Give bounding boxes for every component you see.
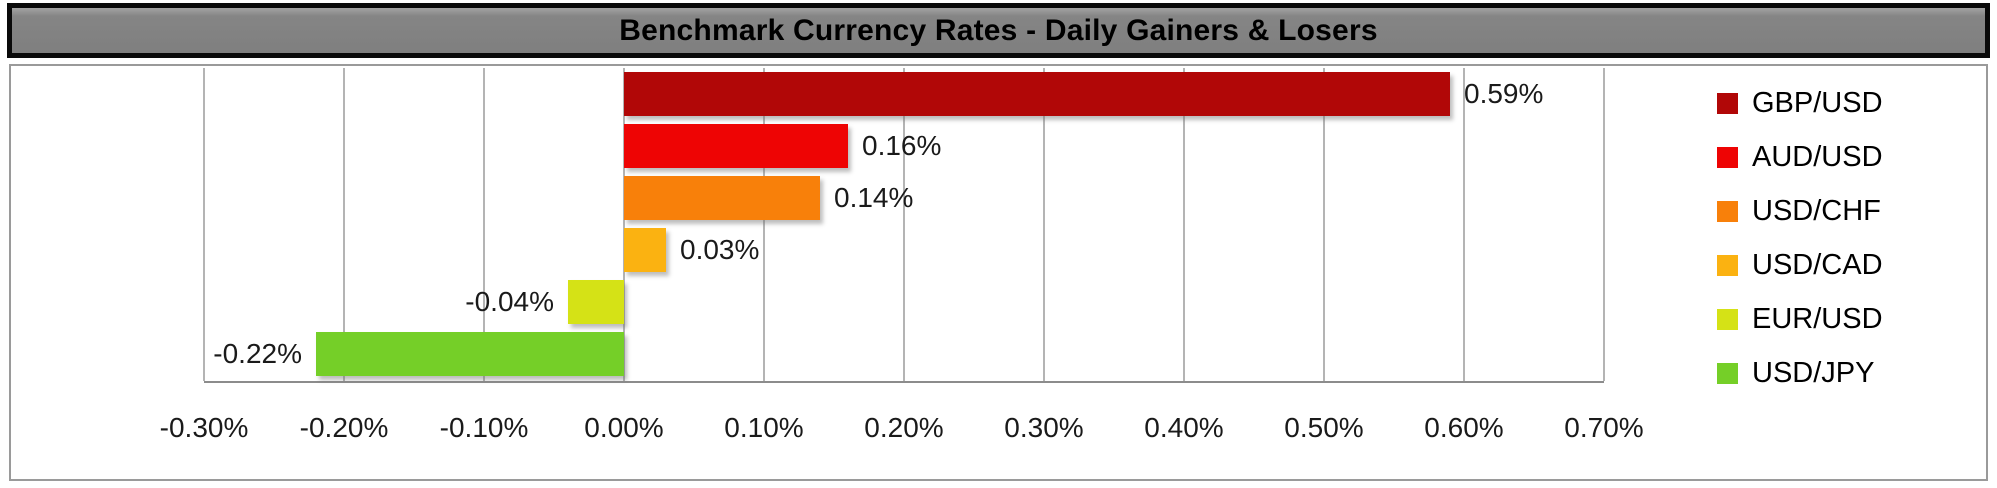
data-label: -0.22% — [213, 338, 302, 369]
legend-label: GBP/USD — [1752, 86, 1883, 119]
x-tick-label: 0.50% — [1284, 412, 1364, 443]
data-label: 0.16% — [862, 130, 942, 161]
legend: GBP/USD AUD/USD USD/CHF USD/CAD EUR/USD USD/J… — [1717, 76, 1883, 400]
legend-swatch — [1717, 308, 1738, 330]
x-tick-label: 0.00% — [584, 412, 664, 443]
bar-gbpusd — [624, 72, 1450, 116]
chart-title: Benchmark Currency Rates - Daily Gainers… — [619, 13, 1378, 47]
gridline — [1183, 68, 1185, 381]
legend-label: USD/CHF — [1752, 194, 1881, 227]
data-label: 0.14% — [834, 182, 914, 213]
x-tick-label: -0.20% — [299, 412, 389, 443]
gridline — [763, 68, 765, 381]
legend-item-usdcad: USD/CAD — [1717, 238, 1883, 292]
legend-swatch — [1717, 200, 1738, 222]
legend-label: USD/JPY — [1752, 356, 1875, 389]
legend-swatch — [1717, 254, 1738, 276]
x-tick-label: 0.40% — [1144, 412, 1224, 443]
legend-swatch — [1717, 362, 1738, 384]
x-tick-label: -0.30% — [159, 412, 249, 443]
x-tick-label: 0.20% — [864, 412, 944, 443]
legend-item-eurusd: EUR/USD — [1717, 292, 1883, 346]
gridline — [1323, 68, 1325, 381]
legend-item-usdjpy: USD/JPY — [1717, 346, 1883, 400]
data-label: -0.04% — [465, 286, 554, 317]
x-tick-label: -0.10% — [439, 412, 529, 443]
legend-item-usdchf: USD/CHF — [1717, 184, 1883, 238]
gridline — [1463, 68, 1465, 381]
gridline — [623, 68, 625, 381]
bar-usdchf — [624, 176, 820, 220]
gridline — [483, 68, 485, 381]
chart-title-bar: Benchmark Currency Rates - Daily Gainers… — [7, 3, 1990, 58]
chart-area: 0.59% 0.16% 0.14% 0.03% -0.04% -0.22% -0.30% -… — [9, 64, 1988, 481]
legend-swatch — [1717, 92, 1738, 114]
gridline — [1043, 68, 1045, 381]
plot-area: 0.59% 0.16% 0.14% 0.03% -0.04% -0.22% — [203, 68, 1605, 383]
legend-label: AUD/USD — [1752, 140, 1883, 173]
data-label: 0.59% — [1464, 78, 1544, 109]
data-label: 0.03% — [680, 234, 760, 265]
bar-usdcad — [624, 228, 666, 272]
gridline — [343, 68, 345, 381]
legend-label: USD/CAD — [1752, 248, 1883, 281]
bar-eurusd — [568, 280, 624, 324]
legend-item-gbpusd: GBP/USD — [1717, 76, 1883, 130]
bar-audusd — [624, 124, 848, 168]
x-tick-label: 0.60% — [1424, 412, 1504, 443]
x-tick-label: 0.70% — [1564, 412, 1644, 443]
gridline — [903, 68, 905, 381]
gridline — [1603, 68, 1605, 381]
x-tick-label: 0.10% — [724, 412, 804, 443]
gridline — [203, 68, 205, 381]
legend-label: EUR/USD — [1752, 302, 1883, 335]
legend-item-audusd: AUD/USD — [1717, 130, 1883, 184]
x-tick-label: 0.30% — [1004, 412, 1084, 443]
bar-usdjpy — [316, 332, 624, 376]
legend-swatch — [1717, 146, 1738, 168]
x-axis-line — [204, 381, 1604, 383]
